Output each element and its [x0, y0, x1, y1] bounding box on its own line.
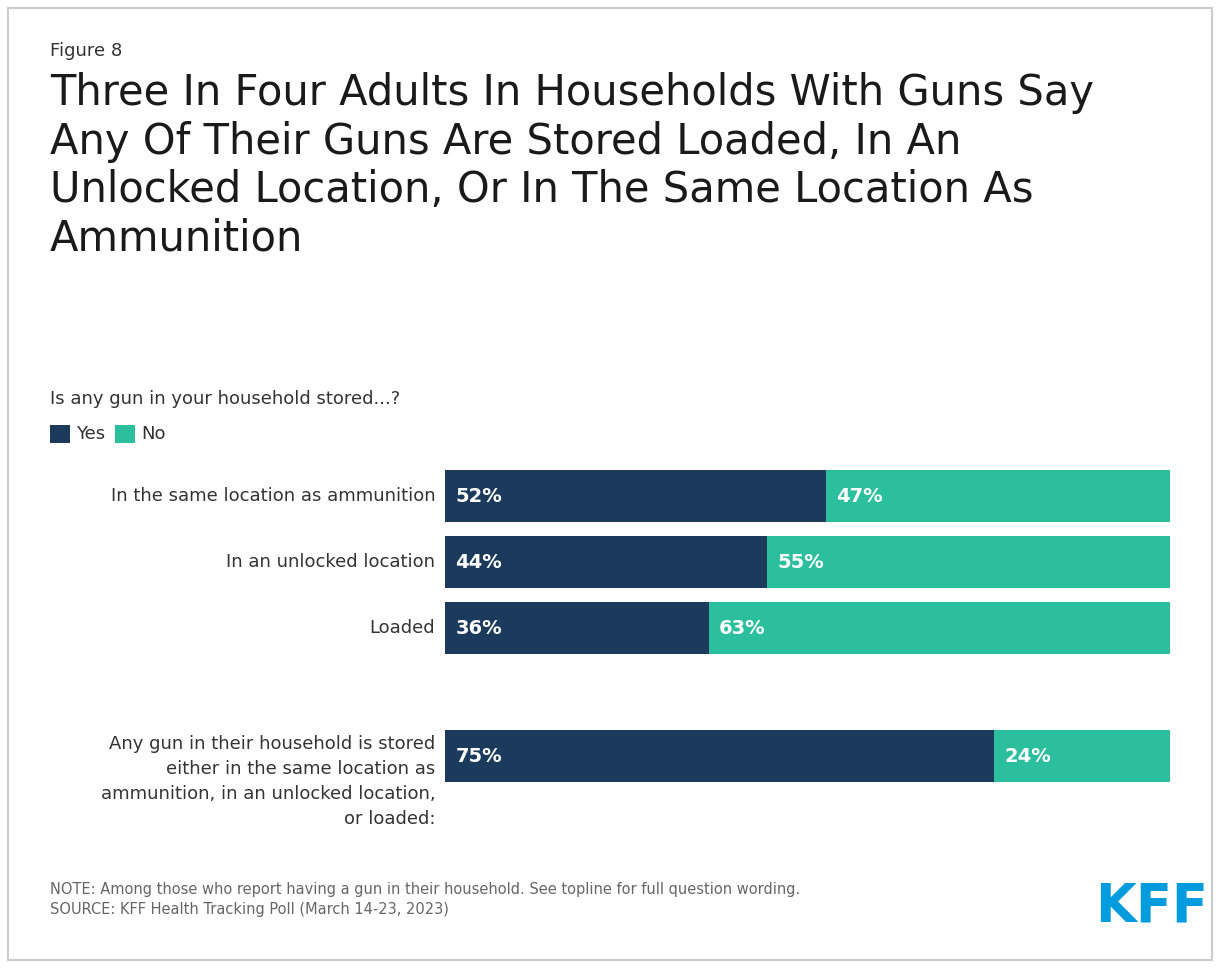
Bar — [767, 536, 1170, 588]
Text: 36%: 36% — [455, 619, 501, 638]
Text: 24%: 24% — [1004, 746, 1052, 766]
Text: Yes: Yes — [76, 425, 105, 443]
Text: SOURCE: KFF Health Tracking Poll (March 14-23, 2023): SOURCE: KFF Health Tracking Poll (March … — [50, 902, 449, 917]
Text: Three In Four Adults In Households With Guns Say
Any Of Their Guns Are Stored Lo: Three In Four Adults In Households With … — [50, 72, 1094, 259]
Bar — [994, 730, 1170, 782]
Bar — [445, 602, 709, 654]
Text: NOTE: Among those who report having a gun in their household. See topline for fu: NOTE: Among those who report having a gu… — [50, 882, 800, 897]
Text: 52%: 52% — [455, 487, 503, 505]
Bar — [445, 730, 994, 782]
Text: 47%: 47% — [836, 487, 882, 505]
Text: 55%: 55% — [777, 553, 825, 571]
Bar — [445, 536, 767, 588]
Text: 63%: 63% — [719, 619, 765, 638]
Text: In the same location as ammunition: In the same location as ammunition — [111, 487, 436, 505]
Text: Any gun in their household is stored
either in the same location as
ammunition, : Any gun in their household is stored eit… — [101, 735, 436, 828]
Bar — [50, 425, 70, 443]
Text: Loaded: Loaded — [370, 619, 436, 637]
Text: Figure 8: Figure 8 — [50, 42, 122, 60]
Bar — [709, 602, 1170, 654]
Text: 75%: 75% — [455, 746, 501, 766]
Text: No: No — [142, 425, 166, 443]
Bar — [115, 425, 135, 443]
Bar — [445, 470, 826, 522]
Text: In an unlocked location: In an unlocked location — [226, 553, 436, 571]
Bar — [826, 470, 1170, 522]
Text: KFF: KFF — [1096, 880, 1208, 932]
Text: Is any gun in your household stored...?: Is any gun in your household stored...? — [50, 390, 400, 408]
Text: 44%: 44% — [455, 553, 503, 571]
